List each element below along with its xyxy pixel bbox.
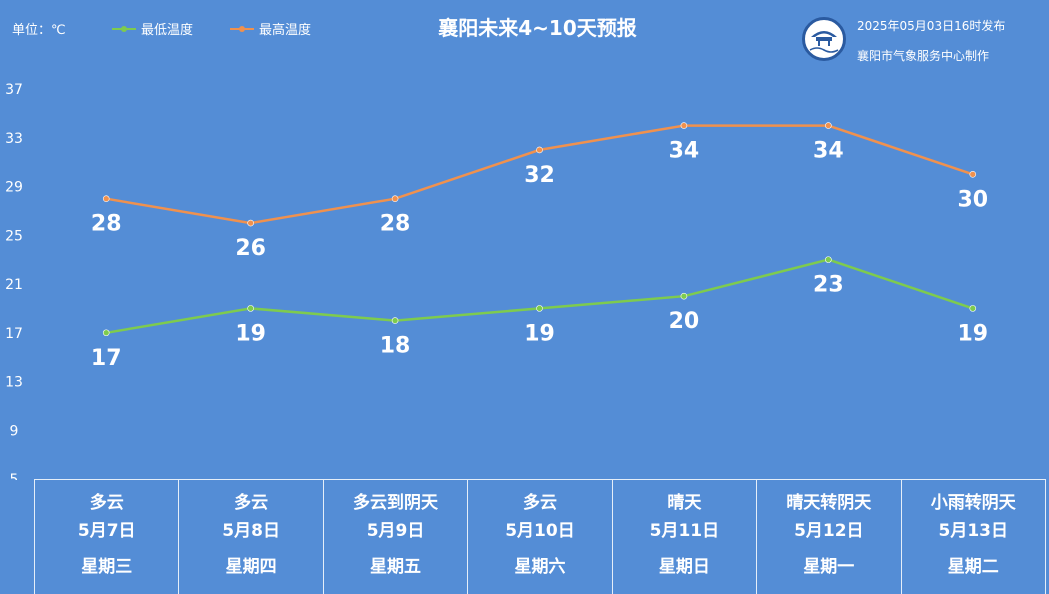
y-tick-label: 29 (5, 180, 23, 196)
data-label: 19 (524, 321, 555, 346)
legend-low-label: 最低温度 (141, 23, 194, 38)
forecast-day-cell: 多云 5月7日星期三 (35, 479, 180, 594)
publish-time: 2025年05月03日16时发布 (857, 19, 1006, 33)
weekday-text: 星期一 (803, 557, 855, 577)
data-label: 34 (669, 139, 700, 164)
forecast-day-cell: 小雨转阴天 5月13日星期二 (901, 479, 1046, 594)
weekday-text: 星期四 (225, 557, 277, 577)
date-text: 5月13日 (938, 521, 1008, 541)
weekday-text: 星期五 (370, 557, 422, 577)
data-label: 34 (813, 139, 844, 164)
weather-text: 晴天 (667, 493, 702, 513)
weather-text: 多云到阴天 (353, 493, 439, 513)
data-point (102, 195, 110, 202)
data-label: 30 (957, 187, 988, 212)
data-label: 19 (235, 321, 266, 346)
data-point (825, 256, 832, 263)
data-point (969, 305, 977, 312)
page-title: 襄阳未来4~10天预报 (438, 16, 637, 40)
weather-text: 多云 (89, 493, 124, 513)
y-tick-label: 25 (5, 228, 23, 244)
y-tick-label: 33 (5, 131, 23, 147)
data-label: 17 (91, 346, 122, 371)
forecast-day-cell: 晴天转阴天 5月12日星期一 (757, 479, 902, 594)
legend-low-temp: 最低温度 (112, 19, 193, 38)
date-text: 5月12日 (794, 521, 864, 541)
forecast-day-cell: 多云 5月10日星期六 (468, 479, 613, 594)
weather-text: 多云 (234, 493, 269, 513)
date-text: 5月8日 (222, 521, 280, 541)
data-label: 28 (91, 212, 122, 237)
data-label: 26 (235, 236, 266, 261)
data-label: 20 (669, 309, 700, 334)
y-tick-label: 5 (10, 472, 19, 480)
producer-label: 襄阳市气象服务中心制作 (857, 49, 990, 63)
y-tick-label: 21 (5, 277, 23, 293)
data-point (536, 146, 543, 154)
legend-low-swatch (112, 25, 136, 32)
unit-label: 单位：℃ (12, 23, 66, 38)
weather-text: 多云 (522, 493, 557, 513)
weather-text: 小雨转阴天 (930, 493, 1016, 513)
date-text: 5月9日 (366, 521, 425, 541)
temperature-line-chart: 5 9 13 17 21 25 29 33 37 17 19 18 19 20 23 19 28 26 28 32 34… (5, 82, 988, 480)
data-label: 19 (957, 321, 988, 346)
weekday-text: 星期二 (947, 557, 999, 577)
weekday-text: 星期三 (81, 557, 133, 577)
legend-high-temp: 最高温度 (230, 19, 311, 38)
data-label: 18 (380, 334, 411, 359)
forecast-day-cell: 多云到阴天 5月9日星期五 (323, 479, 469, 594)
y-tick-label: 17 (5, 326, 23, 342)
y-tick-label: 9 (10, 423, 19, 439)
data-point (680, 292, 688, 300)
data-point (536, 305, 543, 312)
legend-high-swatch (230, 25, 254, 32)
legend-high-label: 最高温度 (259, 23, 312, 38)
date-text: 5月7日 (77, 521, 136, 541)
forecast-day-cell: 晴天 5月11日星期日 (612, 479, 758, 594)
weather-text: 晴天转阴天 (786, 493, 872, 513)
y-tick-label: 37 (5, 82, 23, 98)
weekday-text: 星期六 (514, 557, 566, 577)
weather-bureau-logo-icon (802, 17, 846, 61)
date-text: 5月10日 (505, 521, 575, 541)
weekday-text: 星期日 (658, 557, 710, 577)
data-label: 28 (380, 212, 411, 237)
data-point (680, 122, 688, 129)
data-point (247, 219, 254, 227)
data-point (247, 305, 254, 312)
y-tick-label: 13 (5, 375, 23, 391)
forecast-table: 多云 5月7日星期三 多云 5月8日星期四 多云到阴天 5月9日星期五 多云 5月10日星期六… (34, 479, 1046, 594)
data-point (391, 195, 399, 202)
forecast-day-cell: 多云 5月8日星期四 (179, 479, 324, 594)
data-point (391, 317, 399, 324)
date-text: 5月11日 (649, 521, 720, 541)
data-point (102, 329, 110, 337)
data-label: 23 (813, 273, 844, 298)
data-label: 32 (524, 163, 555, 188)
data-point (825, 122, 832, 129)
data-point (969, 171, 977, 178)
